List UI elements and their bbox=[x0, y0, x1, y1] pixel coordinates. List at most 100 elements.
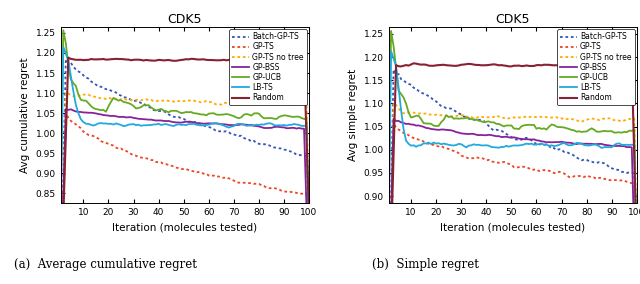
Random bbox=[207, 58, 215, 62]
GP-UCB bbox=[535, 126, 543, 130]
Random bbox=[410, 62, 417, 65]
Random bbox=[623, 63, 630, 67]
GP-UCB bbox=[385, 224, 392, 227]
GP-TS no tree bbox=[616, 119, 623, 122]
GP-TS bbox=[435, 145, 442, 148]
GP-TS bbox=[117, 147, 125, 150]
GP-TS bbox=[535, 169, 543, 173]
Random bbox=[288, 58, 296, 61]
LB-TS bbox=[117, 123, 125, 127]
GP-UCB bbox=[107, 100, 115, 104]
LB-TS bbox=[515, 144, 523, 147]
Line: LB-TS: LB-TS bbox=[388, 51, 637, 284]
GP-BSS bbox=[616, 144, 623, 148]
Random bbox=[633, 247, 640, 250]
GP-BSS bbox=[188, 120, 195, 124]
GP-BSS bbox=[107, 114, 115, 118]
Batch-GP-TS bbox=[623, 171, 630, 175]
Batch-GP-TS bbox=[188, 120, 195, 123]
Batch-GP-TS bbox=[288, 150, 296, 154]
GP-TS no tree bbox=[390, 101, 397, 105]
Text: (b)  Simple regret: (b) Simple regret bbox=[372, 258, 479, 272]
Batch-GP-TS bbox=[390, 68, 397, 71]
Random bbox=[107, 57, 115, 61]
GP-TS bbox=[515, 165, 523, 169]
Line: Random: Random bbox=[61, 58, 309, 284]
LB-TS bbox=[57, 207, 65, 211]
Random bbox=[65, 56, 72, 59]
LB-TS bbox=[435, 141, 442, 145]
Title: CDK5: CDK5 bbox=[168, 13, 202, 26]
GP-TS no tree bbox=[435, 114, 442, 117]
Y-axis label: Avg simple regret: Avg simple regret bbox=[348, 69, 358, 161]
GP-BSS bbox=[515, 137, 523, 140]
Random bbox=[616, 63, 623, 66]
Batch-GP-TS bbox=[616, 168, 623, 172]
LB-TS bbox=[288, 123, 296, 126]
LB-TS bbox=[295, 123, 303, 127]
GP-TS no tree bbox=[207, 100, 215, 104]
Line: GP-TS: GP-TS bbox=[61, 111, 309, 284]
Line: GP-BSS: GP-BSS bbox=[61, 109, 309, 284]
Random bbox=[515, 64, 523, 67]
Random bbox=[535, 63, 543, 67]
Line: GP-TS: GP-TS bbox=[388, 124, 637, 284]
Text: (a)  Average cumulative regret: (a) Average cumulative regret bbox=[14, 258, 197, 272]
Random bbox=[435, 63, 442, 67]
GP-TS no tree bbox=[188, 99, 195, 102]
GP-TS bbox=[305, 278, 313, 281]
Batch-GP-TS bbox=[535, 143, 543, 147]
Batch-GP-TS bbox=[305, 249, 313, 252]
GP-BSS bbox=[57, 277, 65, 281]
GP-BSS bbox=[207, 122, 215, 125]
GP-TS bbox=[295, 192, 303, 195]
GP-UCB bbox=[57, 194, 65, 197]
GP-BSS bbox=[535, 139, 543, 142]
Random bbox=[188, 57, 195, 60]
GP-UCB bbox=[288, 115, 296, 118]
Batch-GP-TS bbox=[633, 282, 640, 284]
Random bbox=[305, 216, 313, 219]
GP-TS bbox=[288, 190, 296, 194]
GP-UCB bbox=[60, 28, 67, 32]
GP-UCB bbox=[305, 256, 313, 259]
GP-TS no tree bbox=[295, 102, 303, 105]
GP-UCB bbox=[616, 131, 623, 134]
GP-TS bbox=[207, 174, 215, 178]
Line: GP-TS no tree: GP-TS no tree bbox=[61, 92, 309, 284]
GP-UCB bbox=[515, 128, 523, 131]
GP-UCB bbox=[435, 124, 442, 128]
GP-UCB bbox=[295, 115, 303, 118]
GP-BSS bbox=[117, 115, 125, 119]
LB-TS bbox=[188, 122, 195, 126]
Random bbox=[445, 64, 452, 67]
Legend: Batch-GP-TS, GP-TS, GP-TS no tree, GP-BSS, GP-UCB, LB-TS, Random: Batch-GP-TS, GP-TS, GP-TS no tree, GP-BS… bbox=[229, 29, 307, 105]
GP-TS no tree bbox=[288, 102, 296, 106]
X-axis label: Iteration (molecules tested): Iteration (molecules tested) bbox=[113, 222, 257, 233]
GP-TS no tree bbox=[623, 118, 630, 121]
LB-TS bbox=[60, 45, 67, 49]
GP-TS bbox=[107, 143, 115, 147]
Title: CDK5: CDK5 bbox=[495, 13, 530, 26]
LB-TS bbox=[616, 142, 623, 145]
GP-TS bbox=[188, 169, 195, 172]
Batch-GP-TS bbox=[62, 57, 70, 61]
LB-TS bbox=[107, 122, 115, 126]
Line: GP-UCB: GP-UCB bbox=[388, 31, 637, 284]
GP-UCB bbox=[623, 131, 630, 134]
Y-axis label: Avg cumulative regret: Avg cumulative regret bbox=[20, 57, 30, 173]
LB-TS bbox=[623, 143, 630, 147]
Random bbox=[295, 58, 303, 62]
GP-TS bbox=[62, 109, 70, 113]
Line: Batch-GP-TS: Batch-GP-TS bbox=[388, 70, 637, 284]
GP-TS no tree bbox=[62, 91, 70, 94]
LB-TS bbox=[305, 259, 313, 263]
Legend: Batch-GP-TS, GP-TS, GP-TS no tree, GP-BSS, GP-UCB, LB-TS, Random: Batch-GP-TS, GP-TS, GP-TS no tree, GP-BS… bbox=[557, 29, 634, 105]
Batch-GP-TS bbox=[435, 102, 442, 106]
Batch-GP-TS bbox=[445, 106, 452, 110]
GP-BSS bbox=[390, 117, 397, 121]
GP-BSS bbox=[62, 107, 70, 111]
GP-BSS bbox=[288, 126, 296, 130]
GP-UCB bbox=[387, 29, 395, 33]
LB-TS bbox=[207, 122, 215, 126]
